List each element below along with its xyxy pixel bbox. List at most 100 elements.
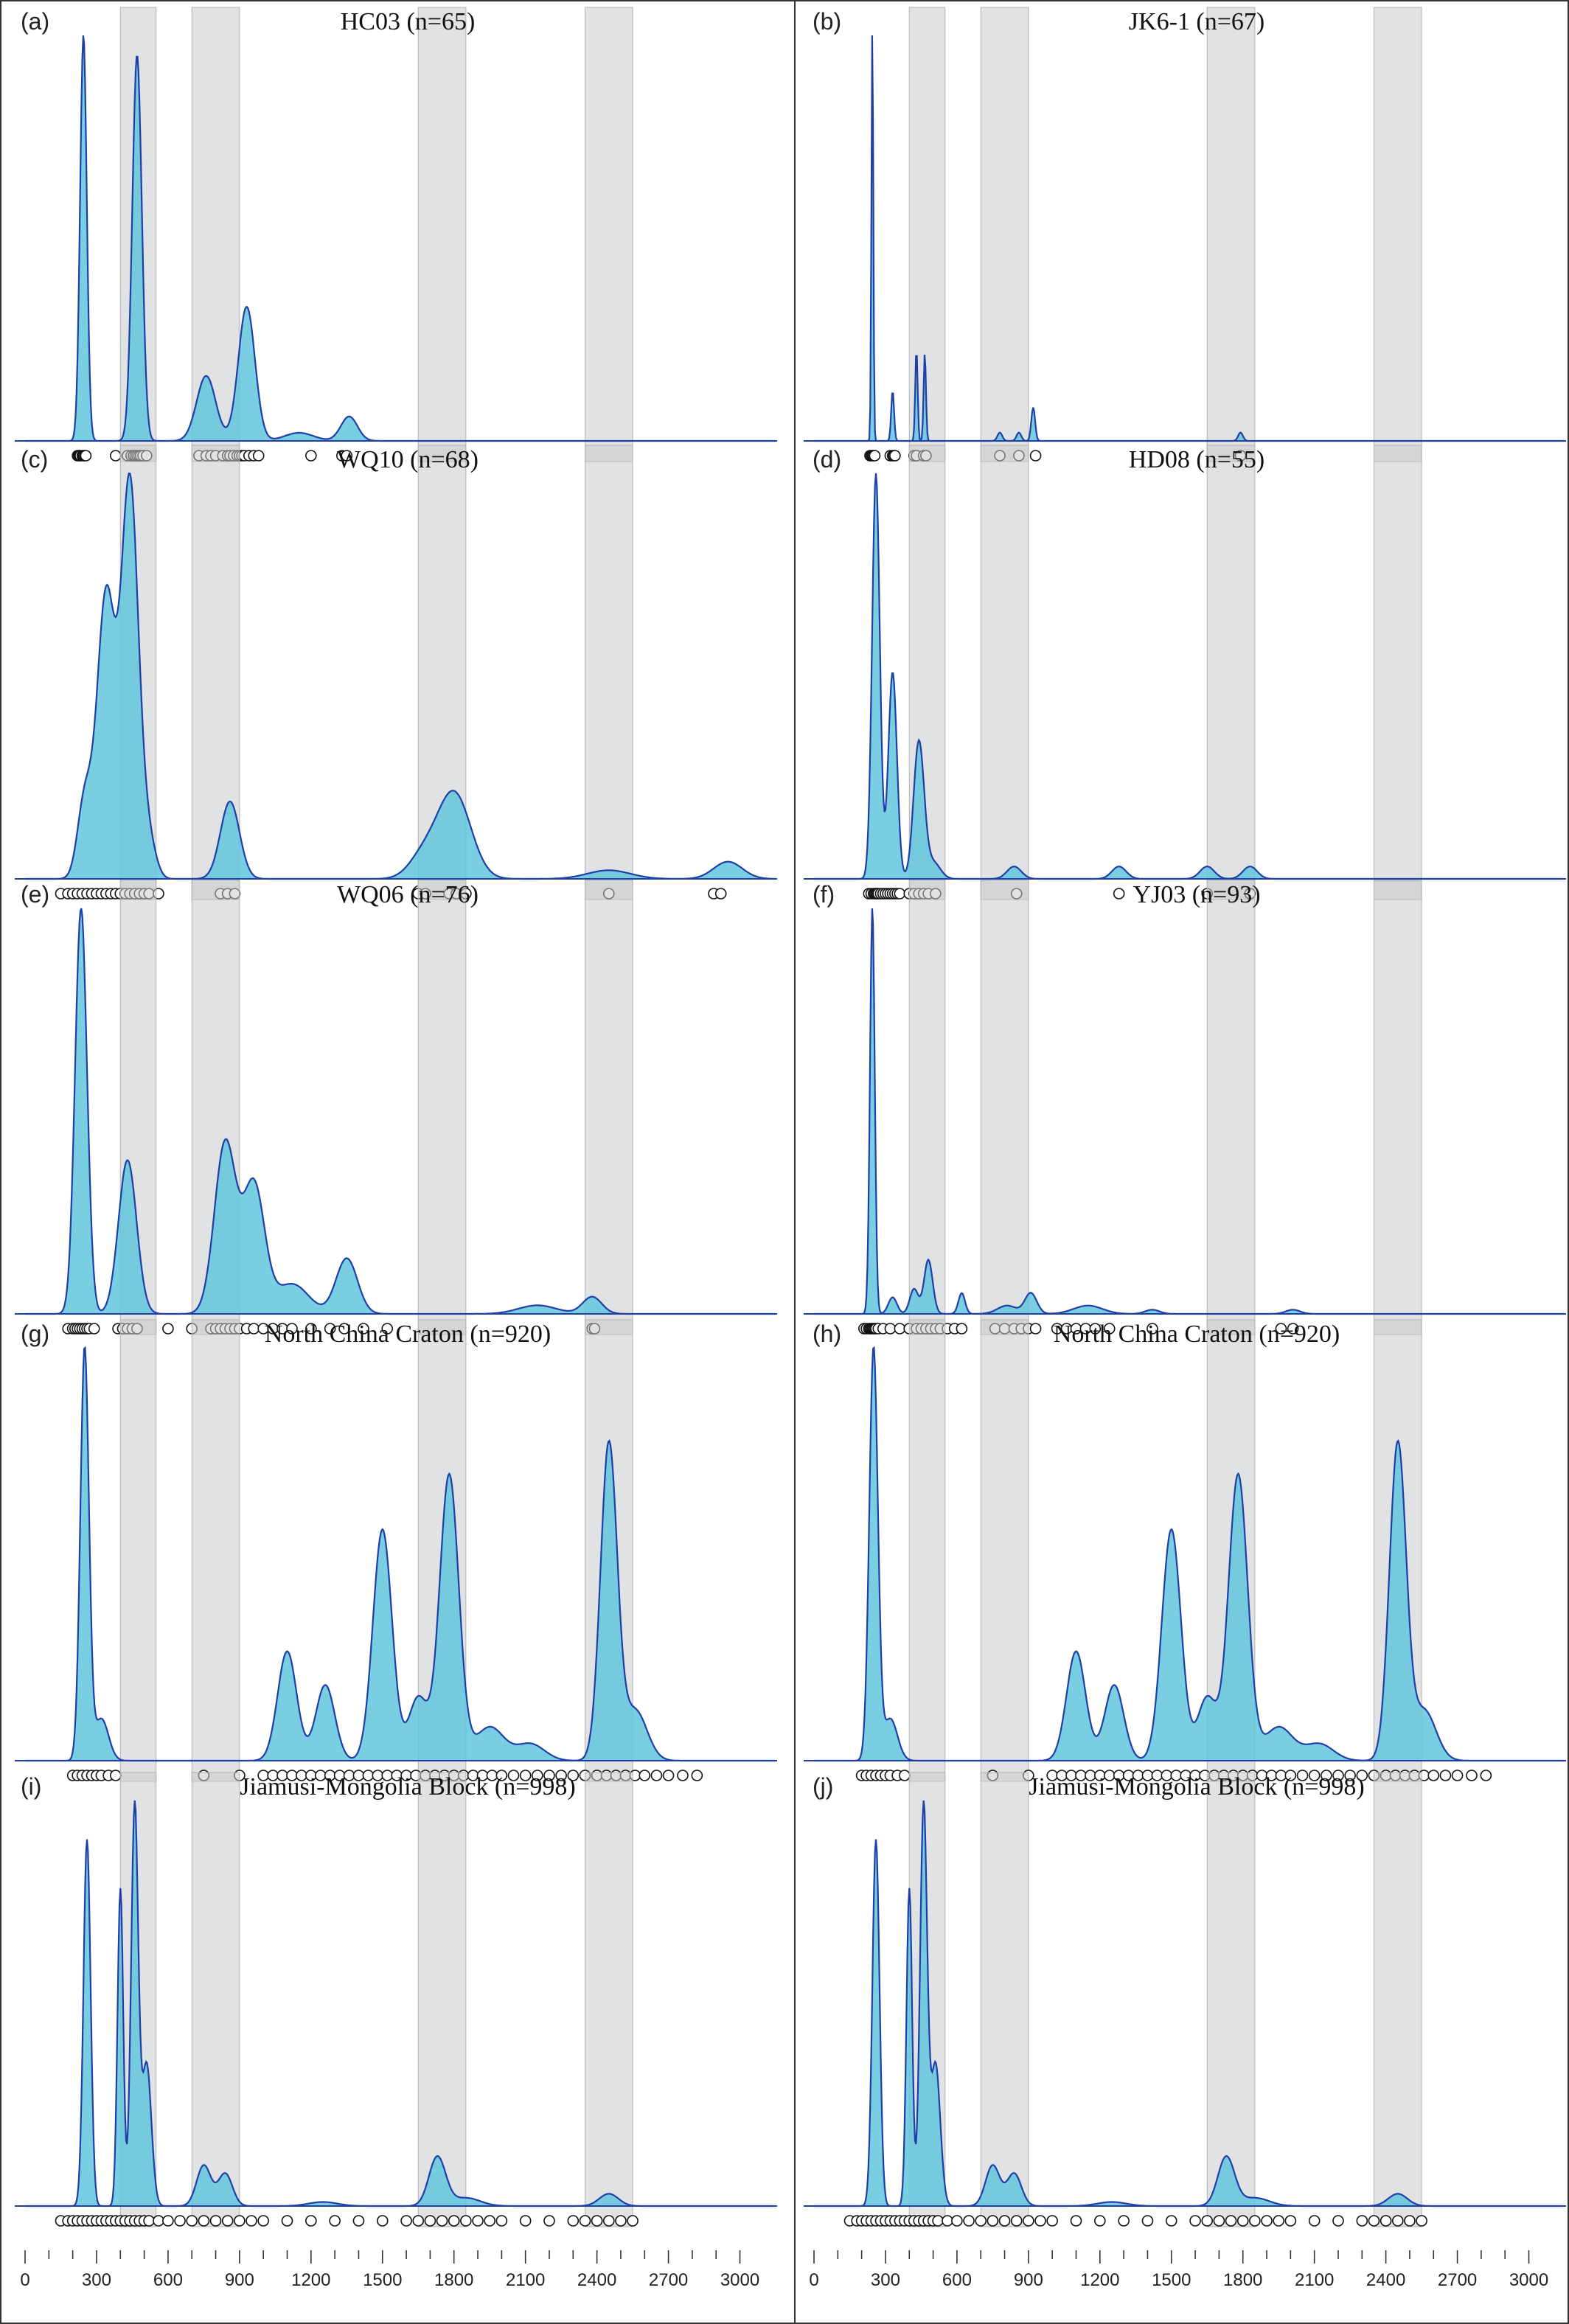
age-band-3	[1206, 1772, 1256, 2227]
age-marker	[234, 2215, 246, 2227]
panel-label: (h)	[813, 1321, 841, 1347]
age-marker	[484, 2215, 495, 2227]
panel-g: (g) North China Craton (n=920)	[15, 1319, 777, 1782]
age-band-4	[584, 7, 633, 462]
age-marker	[338, 1323, 350, 1335]
x-tick-label: 1200	[291, 2270, 330, 2290]
age-marker	[1213, 2215, 1225, 2227]
age-marker	[889, 450, 901, 462]
age-marker	[591, 2215, 603, 2227]
panel-title: Jiamusi-Mongolia Block (n=998)	[1029, 1773, 1364, 1801]
panel-b: (b) JK6-1 (n=67)	[804, 7, 1566, 462]
x-tick-label: 0	[809, 2270, 818, 2290]
age-marker	[460, 2215, 472, 2227]
age-marker	[1225, 2215, 1237, 2227]
panel-f: (f) YJ03 (n=93)	[804, 880, 1566, 1335]
age-marker	[381, 1323, 394, 1335]
age-marker	[341, 450, 353, 462]
age-marker	[305, 450, 317, 462]
age-marker	[1356, 1770, 1368, 1781]
panel-c: (c) WQ10 (n=68)	[15, 445, 777, 900]
age-marker	[1332, 2215, 1344, 2227]
age-marker	[615, 2215, 627, 2227]
age-band-2	[980, 445, 1029, 900]
x-tick-label: 2700	[649, 2270, 688, 2290]
age-marker	[627, 2215, 639, 2227]
age-marker	[1046, 2215, 1058, 2227]
panel-label: (a)	[21, 8, 49, 35]
kde-area	[814, 473, 1565, 879]
age-marker	[894, 888, 906, 900]
age-marker	[1249, 2215, 1261, 2227]
age-marker	[329, 2215, 341, 2227]
age-marker	[209, 2215, 222, 2227]
age-marker	[519, 2215, 532, 2227]
age-marker	[162, 1323, 174, 1335]
age-marker	[987, 2215, 999, 2227]
age-marker	[352, 2215, 365, 2227]
age-marker	[1380, 2215, 1392, 2227]
panel-title: North China Craton (n=920)	[265, 1321, 551, 1348]
age-marker	[110, 1770, 122, 1781]
age-band-3	[417, 1772, 467, 2227]
panel-title: HD08 (n=55)	[1129, 446, 1264, 473]
age-marker	[543, 1770, 555, 1781]
age-band-2	[191, 7, 240, 462]
age-marker	[942, 2215, 953, 2227]
panel-label: (e)	[21, 881, 49, 908]
age-marker	[1029, 1323, 1042, 1335]
age-marker	[998, 2215, 1011, 2227]
kde-area	[25, 35, 776, 441]
age-marker	[448, 2215, 460, 2227]
age-marker	[1480, 1770, 1492, 1781]
age-marker	[951, 2215, 963, 2227]
panel-label: (b)	[813, 8, 841, 35]
age-marker	[899, 1770, 911, 1781]
age-marker	[1321, 1770, 1332, 1781]
age-band-1	[119, 1319, 157, 1782]
age-marker	[1113, 888, 1125, 900]
age-marker	[1070, 2215, 1082, 2227]
age-band-4	[584, 1772, 633, 2227]
age-marker	[1165, 2215, 1177, 2227]
x-tick-label: 1500	[363, 2270, 402, 2290]
panel-label: (d)	[813, 446, 841, 473]
x-tick-label: 900	[1014, 2270, 1043, 2290]
x-tick-label: 3000	[720, 2270, 759, 2290]
age-marker	[198, 2215, 210, 2227]
age-band-2	[191, 1319, 240, 1782]
age-marker	[1391, 2215, 1404, 2227]
age-marker	[1103, 1323, 1116, 1335]
age-marker	[1236, 2215, 1249, 2227]
x-tick-label: 2100	[1295, 2270, 1334, 2290]
age-marker	[376, 2215, 389, 2227]
age-band-2	[980, 1319, 1029, 1782]
x-tick-label: 1200	[1080, 2270, 1119, 2290]
age-marker	[869, 450, 881, 462]
age-marker	[1368, 2215, 1380, 2227]
age-marker	[650, 1770, 663, 1781]
age-marker	[677, 1770, 689, 1781]
age-marker	[519, 1770, 532, 1781]
age-marker	[639, 1770, 651, 1781]
age-marker	[1275, 1323, 1287, 1335]
panel-e: (e) WQ06 (n=76)	[15, 880, 777, 1335]
age-marker	[932, 2215, 944, 2227]
age-marker	[1089, 1323, 1102, 1335]
x-tick-label: 2400	[577, 2270, 616, 2290]
x-tick-label: 0	[20, 2270, 29, 2290]
kde-line	[25, 472, 776, 880]
age-marker	[252, 450, 265, 462]
age-marker	[1308, 2215, 1321, 2227]
age-band-2	[980, 880, 1029, 1335]
age-band-1	[908, 880, 946, 1335]
age-marker	[1451, 1770, 1464, 1781]
age-band-3	[1206, 445, 1256, 900]
age-band-2	[980, 7, 1029, 462]
age-marker	[1094, 2215, 1106, 2227]
x-tick-label: 300	[82, 2270, 111, 2290]
age-band-4	[1373, 7, 1422, 462]
age-marker	[1416, 2215, 1427, 2227]
